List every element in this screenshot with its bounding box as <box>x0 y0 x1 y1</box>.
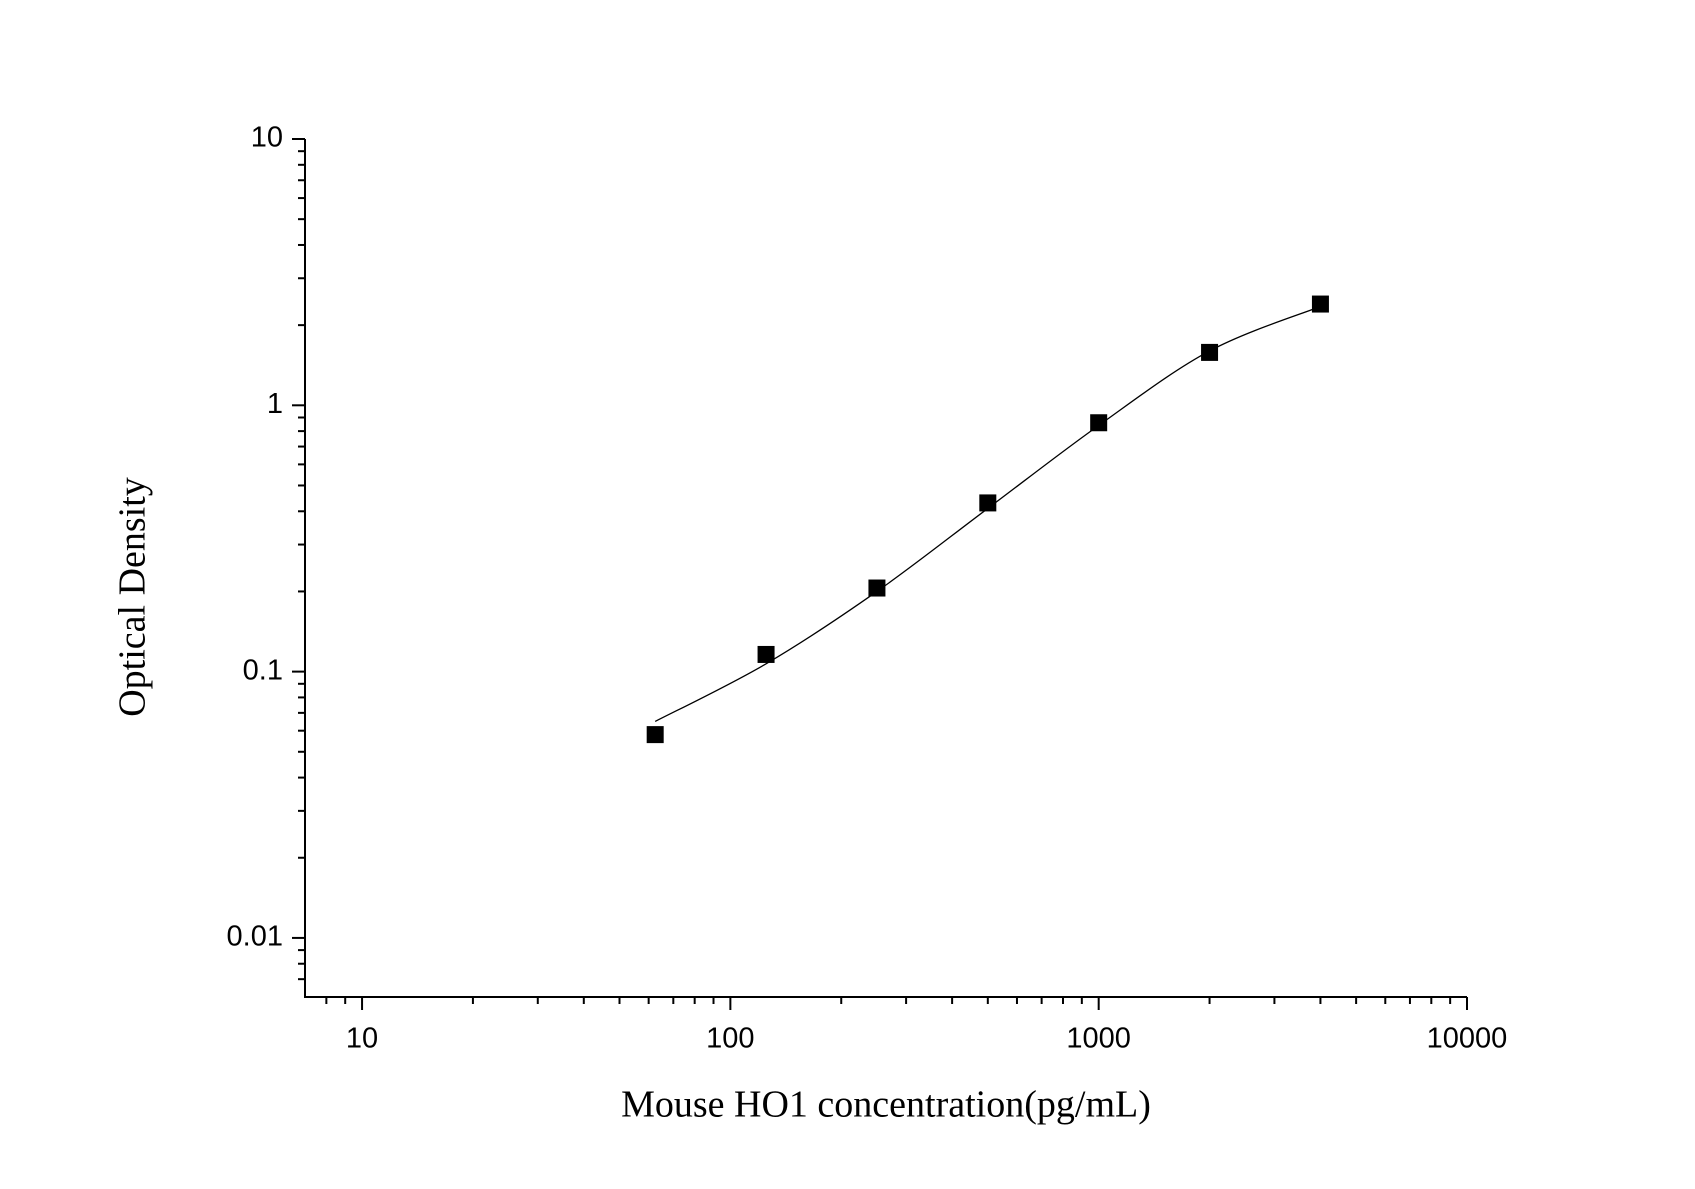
y-tick-label: 0.1 <box>243 654 283 686</box>
y-tick-label: 1 <box>267 388 283 420</box>
x-tick-label: 100 <box>706 1023 754 1055</box>
y-tick-label: 0.01 <box>227 921 283 953</box>
data-point <box>868 579 886 597</box>
y-tick-label: 10 <box>251 122 283 154</box>
x-tick-label: 1000 <box>1066 1023 1131 1055</box>
data-point <box>1090 414 1108 432</box>
data-point <box>757 645 775 663</box>
fit-curve <box>654 305 1321 723</box>
x-tick-label: 10 <box>346 1023 378 1055</box>
x-tick-label: 10000 <box>1427 1023 1508 1055</box>
data-point <box>1311 295 1329 313</box>
x-axis-title: Mouse HO1 concentration(pg/mL) <box>621 1084 1151 1126</box>
data-point <box>1201 343 1219 361</box>
data-point <box>646 726 664 744</box>
data-point <box>979 494 997 512</box>
y-axis-title: Optical Density <box>112 477 154 717</box>
